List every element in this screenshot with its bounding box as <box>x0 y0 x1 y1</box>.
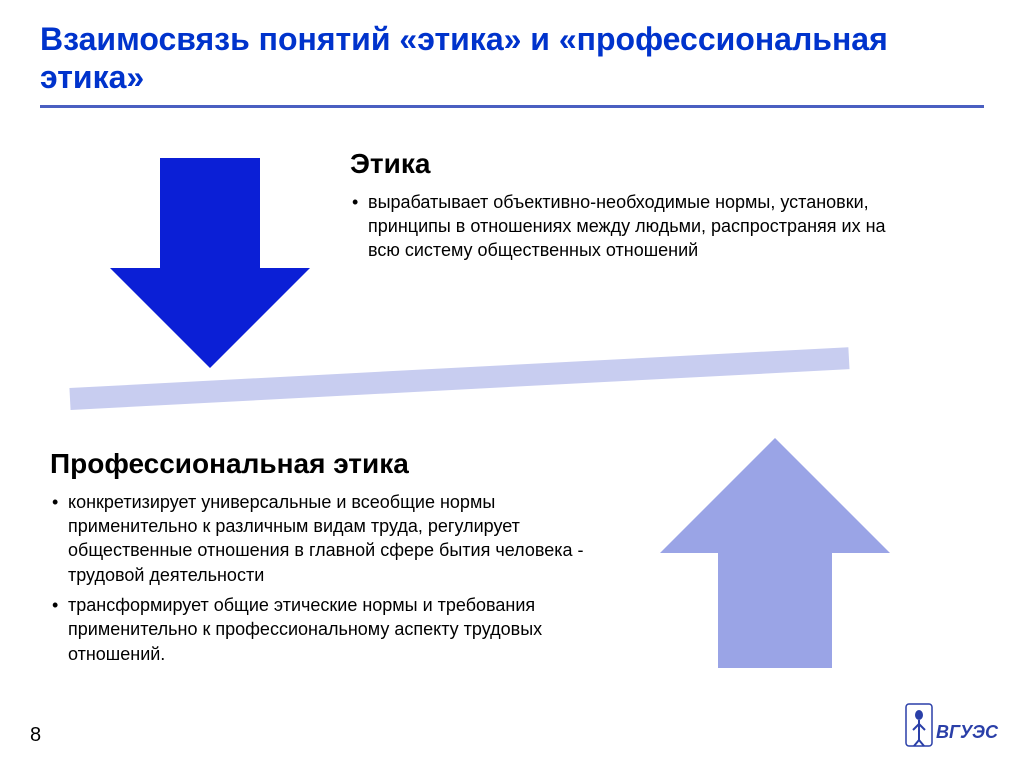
prof-ethics-bullets: конкретизирует универсальные и всеобщие … <box>50 490 610 666</box>
ethics-bullets: вырабатывает объективно-необходимые норм… <box>350 190 910 263</box>
ethics-heading: Этика <box>350 148 910 180</box>
logo: ВГУЭС <box>904 700 1004 755</box>
prof-ethics-heading: Профессиональная этика <box>50 448 610 480</box>
prof-ethics-section: Профессиональная этика конкретизирует ун… <box>50 448 610 672</box>
title-underline <box>40 105 984 108</box>
page-number: 8 <box>30 724 41 747</box>
content-area: Этика вырабатывает объективно-необходимы… <box>40 138 984 698</box>
prof-ethics-bullet-1: конкретизирует универсальные и всеобщие … <box>50 490 610 587</box>
svg-text:ВГУЭС: ВГУЭС <box>936 722 999 742</box>
ethics-bullet: вырабатывает объективно-необходимые норм… <box>350 190 910 263</box>
slide-title: Взаимосвязь понятий «этика» и «профессио… <box>40 20 984 97</box>
arrow-up-icon <box>660 438 890 673</box>
arrow-down-icon <box>110 158 310 373</box>
prof-ethics-bullet-2: трансформирует общие этические нормы и т… <box>50 593 610 666</box>
ethics-section: Этика вырабатывает объективно-необходимы… <box>350 148 910 269</box>
